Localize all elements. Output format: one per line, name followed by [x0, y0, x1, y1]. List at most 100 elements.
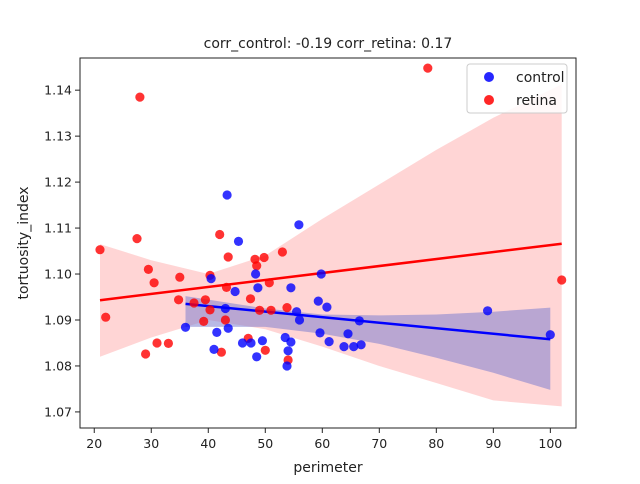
point-retina: [260, 345, 270, 355]
x-tick-label: 80: [428, 436, 444, 451]
point-retina: [215, 229, 225, 240]
x-tick-label: 20: [86, 436, 102, 451]
point-retina: [266, 305, 276, 315]
point-control: [233, 236, 244, 246]
plot-frame: [79, 57, 577, 429]
point-control: [253, 283, 263, 293]
y-tick-label: 1.11: [44, 221, 72, 236]
y-tick-label: 1.14: [44, 83, 72, 98]
x-tick-label: 70: [371, 436, 387, 451]
y-tick-label: 1.09: [44, 312, 72, 327]
y-tick-label: 1.12: [44, 175, 72, 190]
point-retina: [132, 234, 142, 244]
point-control: [294, 315, 305, 325]
point-retina: [245, 294, 256, 304]
confidence-bands: [100, 84, 562, 407]
point-control: [545, 330, 555, 340]
point-retina: [101, 312, 111, 322]
y-tick-label: 1.08: [44, 358, 72, 373]
legend-marker-retina: [484, 95, 494, 105]
x-axis-label: perimeter: [293, 460, 362, 476]
point-control: [294, 220, 304, 230]
point-control: [237, 338, 248, 348]
x-axis-ticks: 20 30 40 50 60 70 80 90 100: [86, 428, 562, 451]
point-control: [324, 337, 334, 347]
point-control: [483, 306, 493, 316]
point-retina: [141, 349, 151, 359]
point-retina: [264, 278, 274, 288]
point-control: [349, 342, 359, 352]
point-control: [354, 316, 364, 326]
point-control: [257, 336, 267, 346]
point-retina: [149, 278, 159, 288]
y-axis-ticks: 1.07 1.08 1.09 1.10 1.11 1.12 1.13 1.14: [44, 83, 80, 419]
legend-marker-control: [484, 72, 494, 82]
y-tick-label: 1.13: [44, 129, 72, 144]
y-tick-label: 1.07: [44, 404, 72, 419]
y-axis-label: tortuosity_index: [16, 187, 32, 300]
point-control: [251, 269, 261, 279]
point-retina: [259, 252, 269, 263]
point-retina: [135, 92, 145, 102]
regression-lines: [99, 242, 562, 341]
point-control: [220, 303, 230, 314]
point-control: [282, 361, 292, 371]
x-tick-label: 90: [485, 436, 501, 451]
data-points: [95, 63, 567, 371]
point-control: [315, 328, 325, 338]
point-control: [339, 342, 349, 352]
point-control: [246, 338, 256, 348]
point-retina: [200, 295, 210, 305]
y-tick-label: 1.10: [44, 267, 72, 282]
point-control: [292, 307, 302, 317]
point-control: [209, 344, 219, 354]
point-retina: [205, 305, 215, 315]
chart-title: corr_control: -0.19 corr_retina: 0.17: [204, 36, 453, 52]
point-retina: [423, 63, 433, 73]
point-control: [283, 346, 293, 356]
point-retina: [220, 315, 230, 325]
point-retina: [223, 252, 233, 262]
confidence-band-control: [185, 296, 551, 390]
point-retina: [221, 282, 232, 292]
point-retina: [175, 272, 185, 282]
point-control: [212, 327, 222, 337]
point-retina: [282, 303, 292, 313]
point-control: [206, 274, 216, 284]
legend-label-retina: retina: [516, 93, 557, 109]
point-retina: [199, 316, 209, 326]
point-control: [343, 329, 353, 339]
x-tick-label: 30: [143, 436, 159, 451]
point-retina: [255, 305, 265, 315]
x-tick-label: 100: [538, 436, 562, 451]
point-control: [252, 352, 262, 362]
point-retina: [189, 298, 199, 308]
point-control: [313, 296, 323, 306]
regression-line-retina: [99, 242, 562, 302]
point-control: [286, 337, 296, 347]
point-retina: [277, 247, 287, 257]
point-retina: [216, 347, 226, 357]
point-retina: [174, 295, 184, 305]
point-control: [286, 283, 296, 293]
point-retina: [557, 275, 567, 285]
legend: control retina: [466, 63, 568, 114]
point-control: [356, 340, 366, 350]
point-retina: [95, 245, 105, 255]
point-control: [322, 302, 332, 312]
point-control: [316, 269, 326, 279]
x-tick-label: 50: [257, 436, 273, 451]
point-control: [230, 286, 240, 297]
x-tick-label: 40: [200, 436, 216, 451]
regression-line-control: [185, 302, 551, 341]
point-retina: [163, 338, 173, 348]
point-control: [180, 322, 191, 332]
point-control: [223, 323, 233, 333]
legend-label-control: control: [516, 70, 565, 86]
point-retina: [143, 264, 153, 274]
point-control: [222, 190, 232, 200]
x-tick-label: 60: [314, 436, 330, 451]
point-retina: [252, 261, 262, 271]
